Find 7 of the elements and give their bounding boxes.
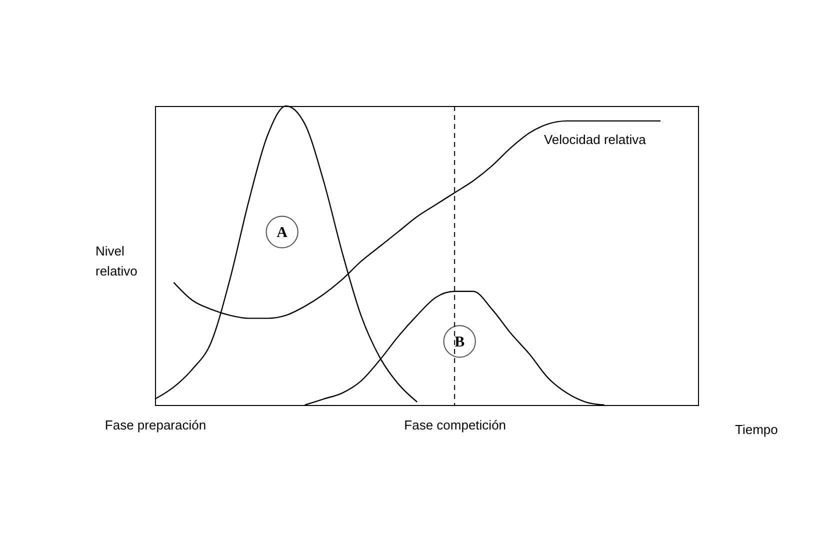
series-label: Velocidad relativa	[544, 132, 647, 147]
y-axis-title: Nivel relativo	[96, 244, 138, 278]
text: B	[454, 334, 465, 350]
text: Tiempo	[735, 422, 778, 437]
text: A	[276, 225, 288, 241]
x-tick-label: Fase competición	[404, 418, 506, 432]
x-tick-label: Fase preparación	[104, 418, 206, 432]
